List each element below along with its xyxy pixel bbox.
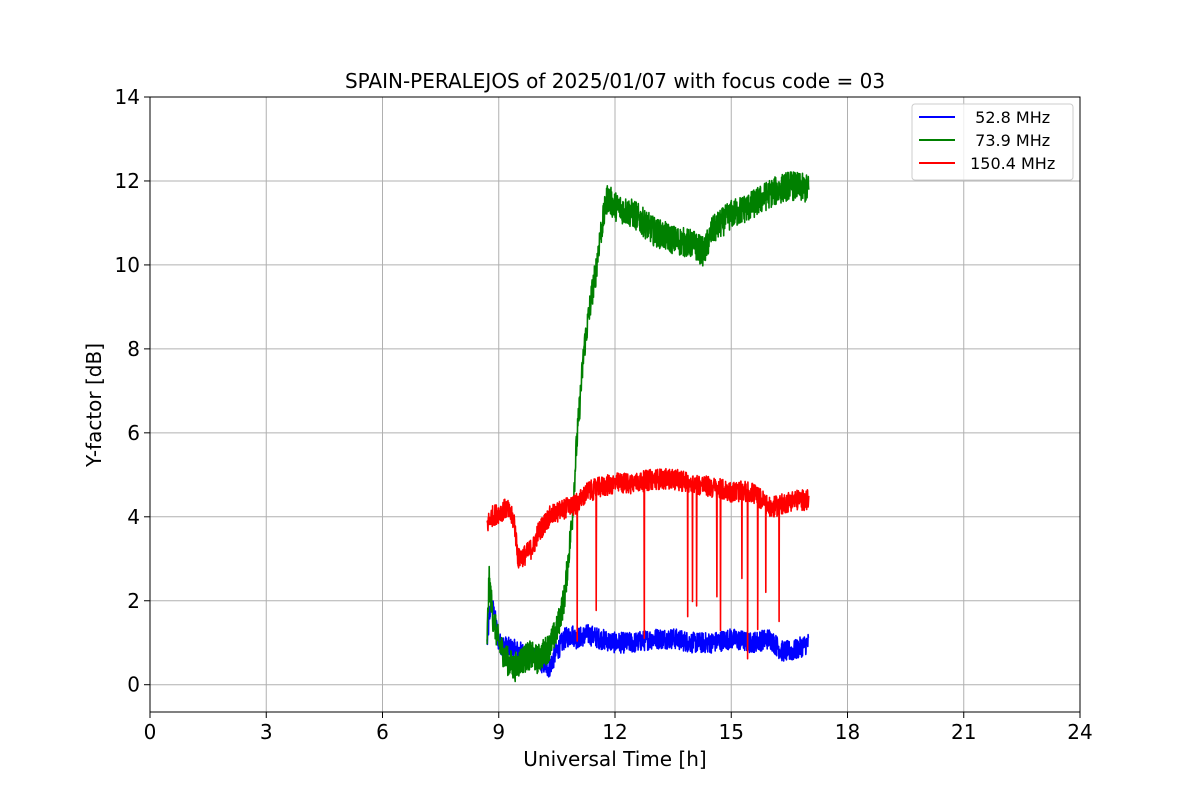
- x-tick-label: 3: [260, 720, 273, 744]
- x-axis-label: Universal Time [h]: [523, 747, 706, 771]
- y-tick-label: 8: [127, 337, 140, 361]
- series-line-2: [486, 467, 810, 660]
- x-tick-label: 9: [492, 720, 505, 744]
- legend-box: [911, 103, 1074, 181]
- series-line-1: [486, 171, 810, 683]
- y-tick-label: 12: [115, 169, 140, 193]
- legend-label-73-9: 73.9 MHz: [965, 131, 1050, 150]
- y-tick-label: 10: [115, 253, 140, 277]
- x-tick-label: 0: [144, 720, 157, 744]
- y-tick-label: 4: [127, 505, 140, 529]
- x-tick-label: 21: [951, 720, 976, 744]
- x-tick-label: 6: [376, 720, 389, 744]
- y-tick-label: 2: [127, 589, 140, 613]
- x-tick-label: 24: [1067, 720, 1092, 744]
- legend: 52.8 MHz 73.9 MHz 150.4 MHz: [911, 103, 1074, 181]
- x-tick-label: 12: [602, 720, 627, 744]
- chart-title: SPAIN-PERALEJOS of 2025/01/07 with focus…: [345, 69, 885, 93]
- y-tick-label: 0: [127, 673, 140, 697]
- y-axis-label: Y-factor [dB]: [82, 343, 106, 468]
- legend-label-150-4: 150.4 MHz: [965, 154, 1055, 173]
- y-tick-label: 14: [115, 85, 140, 109]
- y-tick-label: 6: [127, 421, 140, 445]
- legend-label-52-8: 52.8 MHz: [965, 108, 1050, 127]
- x-tick-label: 18: [835, 720, 860, 744]
- x-tick-label: 15: [719, 720, 744, 744]
- plot-lines: [486, 171, 810, 683]
